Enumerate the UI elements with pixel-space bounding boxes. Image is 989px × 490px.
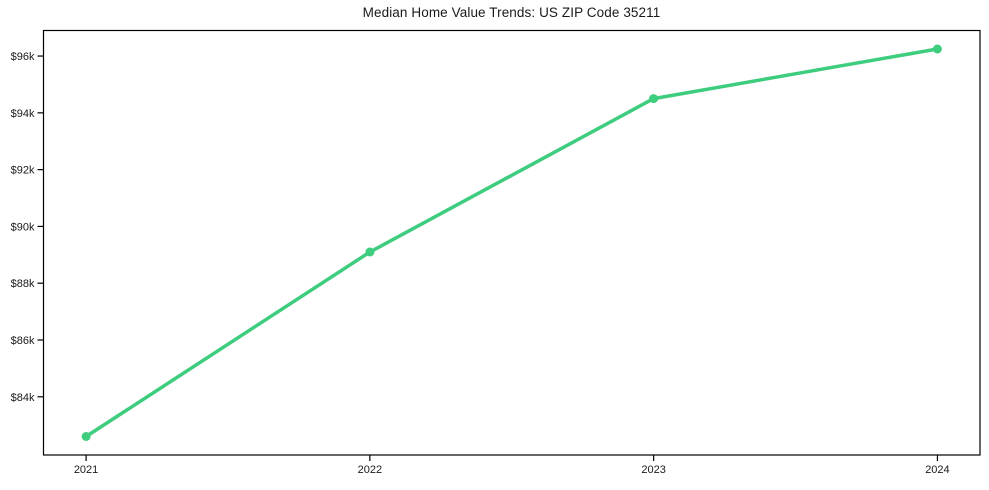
y-tick-label: $94k [11,108,35,120]
x-tick-label: 2022 [358,464,382,476]
x-tick-label: 2021 [74,464,98,476]
y-tick-label: $84k [11,392,35,404]
data-point-2022 [365,247,375,257]
x-tick-label: 2024 [925,464,949,476]
y-tick-label: $88k [11,278,35,290]
data-point-2023 [649,94,659,104]
data-point-2021 [81,432,91,441]
y-tick-label: $96k [11,51,35,63]
data-point-2024 [932,44,942,54]
x-tick-label: 2023 [641,464,665,476]
y-tick-label: $92k [11,165,35,177]
trend-line [84,47,940,439]
y-tick-label: $86k [11,335,35,347]
plot-frame [42,29,981,456]
chart-title: Median Home Value Trends: US ZIP Code 35… [362,5,661,20]
y-tick-label: $90k [11,221,35,233]
